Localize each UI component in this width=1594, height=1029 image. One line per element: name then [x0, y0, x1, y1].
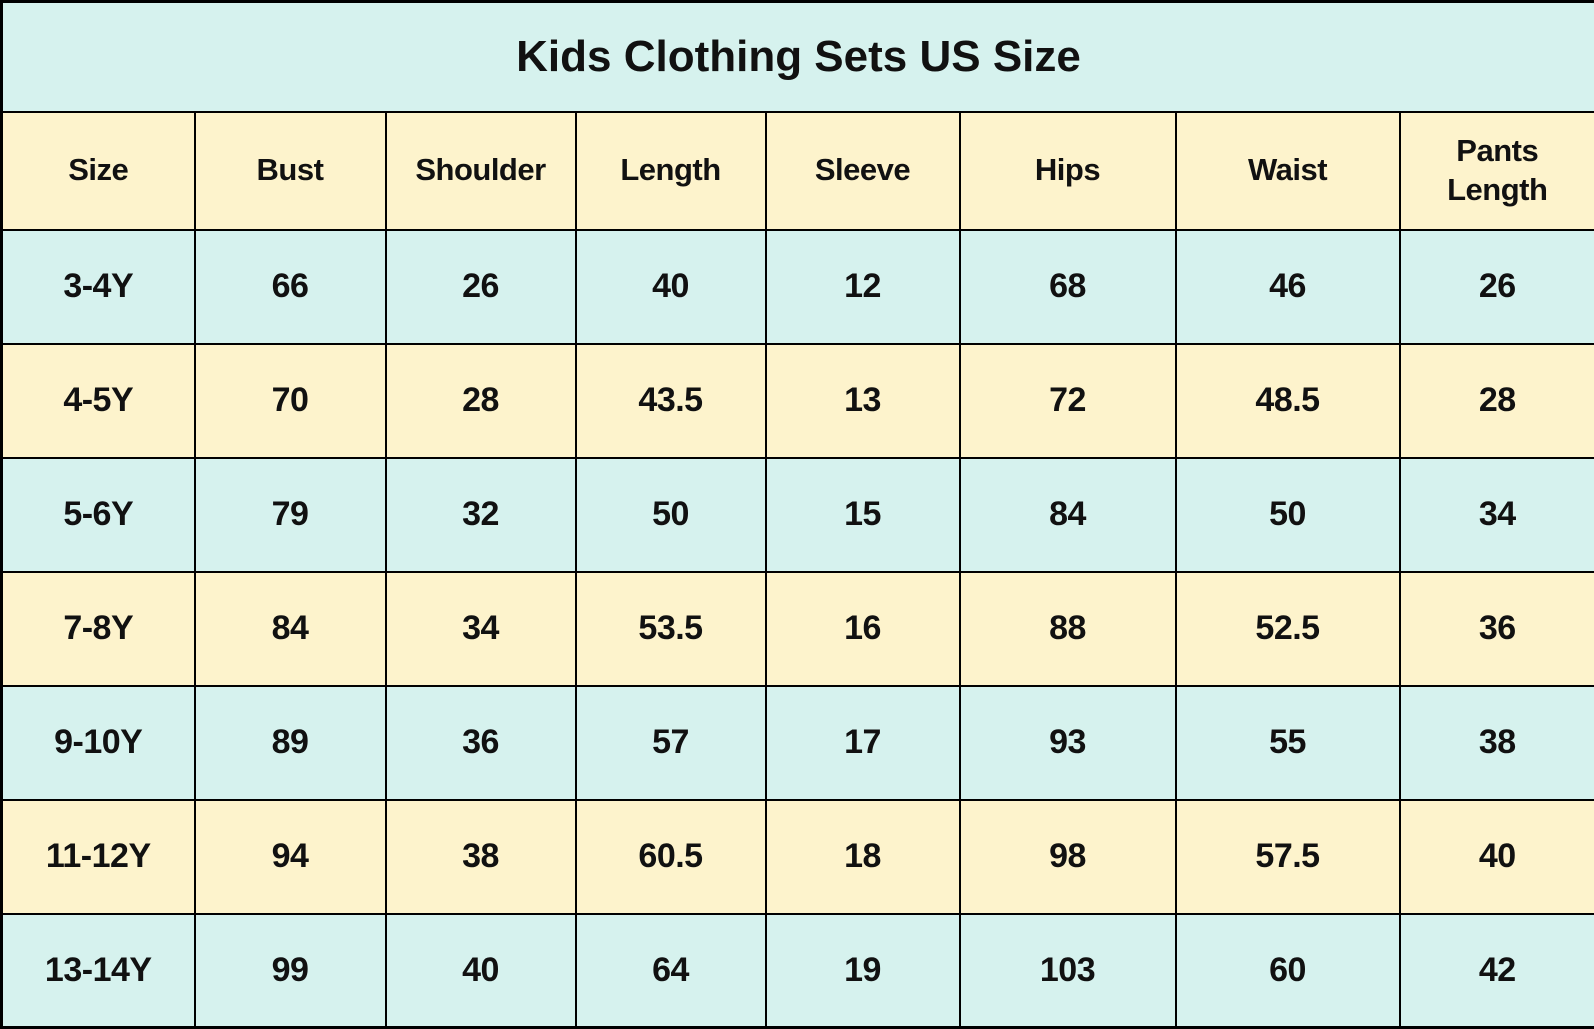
cell-size: 3-4Y [2, 230, 195, 344]
page-title: Kids Clothing Sets US Size [2, 2, 1594, 112]
cell-size: 4-5Y [2, 344, 195, 458]
cell-waist: 48.5 [1176, 344, 1400, 458]
cell-waist: 50 [1176, 458, 1400, 572]
cell-waist: 60 [1176, 914, 1400, 1028]
cell-pants-length: 40 [1400, 800, 1594, 914]
cell-length: 40 [576, 230, 766, 344]
cell-hips: 93 [960, 686, 1176, 800]
cell-bust: 66 [195, 230, 386, 344]
column-header-hips: Hips [960, 112, 1176, 230]
column-header-size: Size [2, 112, 195, 230]
cell-length: 43.5 [576, 344, 766, 458]
cell-shoulder: 28 [386, 344, 576, 458]
title-row: Kids Clothing Sets US Size [2, 2, 1594, 112]
header-row: Size Bust Shoulder Length Sleeve Hips Wa… [2, 112, 1594, 230]
column-header-sleeve: Sleeve [766, 112, 960, 230]
table-row-7-8y: 7-8Y 84 34 53.5 16 88 52.5 36 [2, 572, 1594, 686]
cell-sleeve: 19 [766, 914, 960, 1028]
cell-size: 5-6Y [2, 458, 195, 572]
cell-pants-length: 42 [1400, 914, 1594, 1028]
cell-sleeve: 16 [766, 572, 960, 686]
cell-pants-length: 36 [1400, 572, 1594, 686]
column-header-waist: Waist [1176, 112, 1400, 230]
table-row-13-14y: 13-14Y 99 40 64 19 103 60 42 [2, 914, 1594, 1028]
cell-length: 60.5 [576, 800, 766, 914]
table-row-3-4y: 3-4Y 66 26 40 12 68 46 26 [2, 230, 1594, 344]
column-header-pants-length: Pants Length [1400, 112, 1594, 230]
table-row-4-5y: 4-5Y 70 28 43.5 13 72 48.5 28 [2, 344, 1594, 458]
cell-sleeve: 15 [766, 458, 960, 572]
cell-shoulder: 34 [386, 572, 576, 686]
cell-pants-length: 28 [1400, 344, 1594, 458]
cell-size: 11-12Y [2, 800, 195, 914]
column-header-shoulder: Shoulder [386, 112, 576, 230]
cell-size: 9-10Y [2, 686, 195, 800]
table-row-9-10y: 9-10Y 89 36 57 17 93 55 38 [2, 686, 1594, 800]
cell-bust: 84 [195, 572, 386, 686]
cell-hips: 84 [960, 458, 1176, 572]
column-header-length: Length [576, 112, 766, 230]
cell-waist: 55 [1176, 686, 1400, 800]
cell-pants-length: 26 [1400, 230, 1594, 344]
cell-length: 64 [576, 914, 766, 1028]
cell-sleeve: 13 [766, 344, 960, 458]
cell-hips: 72 [960, 344, 1176, 458]
cell-sleeve: 18 [766, 800, 960, 914]
cell-length: 53.5 [576, 572, 766, 686]
cell-bust: 89 [195, 686, 386, 800]
column-header-bust: Bust [195, 112, 386, 230]
table-row-11-12y: 11-12Y 94 38 60.5 18 98 57.5 40 [2, 800, 1594, 914]
cell-shoulder: 26 [386, 230, 576, 344]
cell-shoulder: 40 [386, 914, 576, 1028]
cell-waist: 57.5 [1176, 800, 1400, 914]
cell-bust: 94 [195, 800, 386, 914]
cell-length: 57 [576, 686, 766, 800]
cell-shoulder: 32 [386, 458, 576, 572]
cell-waist: 52.5 [1176, 572, 1400, 686]
column-header-pants-length-label: Pants Length [1432, 132, 1562, 210]
cell-hips: 103 [960, 914, 1176, 1028]
cell-hips: 68 [960, 230, 1176, 344]
cell-size: 13-14Y [2, 914, 195, 1028]
cell-sleeve: 17 [766, 686, 960, 800]
cell-shoulder: 36 [386, 686, 576, 800]
cell-pants-length: 38 [1400, 686, 1594, 800]
cell-hips: 98 [960, 800, 1176, 914]
cell-waist: 46 [1176, 230, 1400, 344]
cell-bust: 99 [195, 914, 386, 1028]
cell-hips: 88 [960, 572, 1176, 686]
cell-bust: 70 [195, 344, 386, 458]
cell-size: 7-8Y [2, 572, 195, 686]
cell-pants-length: 34 [1400, 458, 1594, 572]
cell-shoulder: 38 [386, 800, 576, 914]
table-row-5-6y: 5-6Y 79 32 50 15 84 50 34 [2, 458, 1594, 572]
cell-bust: 79 [195, 458, 386, 572]
cell-sleeve: 12 [766, 230, 960, 344]
cell-length: 50 [576, 458, 766, 572]
